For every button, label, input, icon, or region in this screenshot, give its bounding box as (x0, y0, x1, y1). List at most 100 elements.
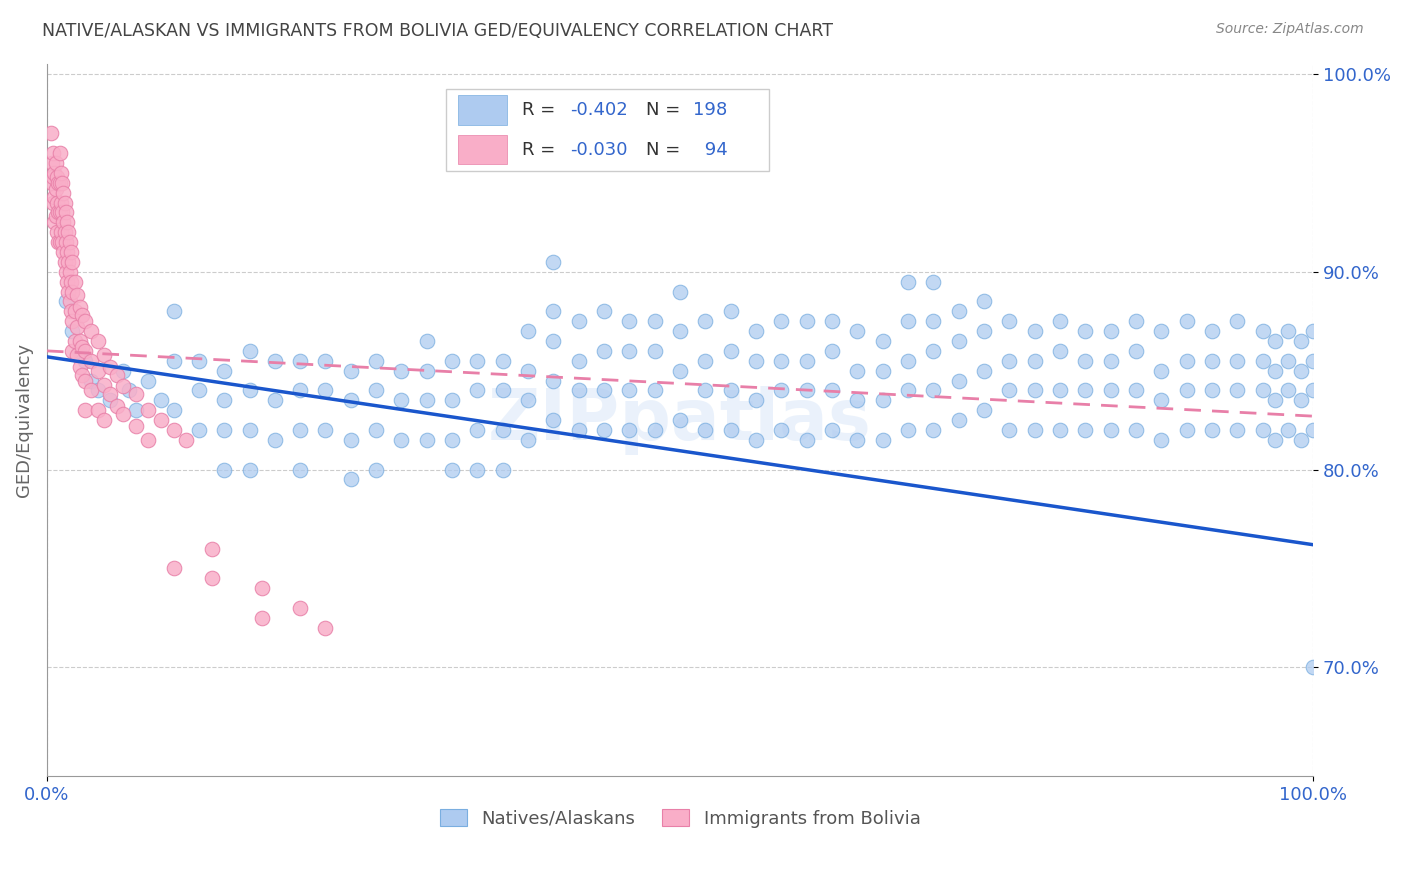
Point (391, 364, 413, 378)
Point (340, 364, 363, 378)
Point (948, 334, 970, 348)
Point (250, 581, 273, 595)
Point (1150, 324, 1173, 338)
Point (998, 314, 1021, 328)
Point (86, 364, 108, 378)
Point (441, 462, 464, 476)
Point (1049, 384, 1071, 398)
Point (174, 433, 197, 447)
Point (52, 215, 75, 229)
Point (55, 294, 77, 309)
Point (796, 384, 818, 398)
Point (60, 314, 83, 328)
Point (821, 423, 844, 437)
Point (187, 423, 209, 437)
Point (315, 384, 337, 398)
Point (922, 384, 945, 398)
Point (467, 384, 489, 398)
Point (98, 359, 121, 374)
Point (124, 419, 146, 434)
Point (46, 169, 69, 184)
Point (517, 433, 540, 447)
Point (55, 235, 77, 249)
Point (846, 324, 869, 338)
Point (1201, 384, 1223, 398)
Point (263, 353, 285, 368)
Point (593, 343, 616, 358)
Point (49, 225, 72, 239)
Point (105, 368, 128, 382)
Text: N =: N = (645, 141, 686, 159)
Point (66, 320, 89, 334)
Point (238, 384, 260, 398)
Point (105, 399, 128, 413)
Point (1150, 433, 1173, 447)
Point (948, 374, 970, 388)
Point (55, 265, 77, 279)
Point (51, 205, 73, 219)
Point (149, 393, 172, 408)
Legend: Natives/Alaskans, Immigrants from Bolivia: Natives/Alaskans, Immigrants from Bolivi… (433, 802, 928, 835)
Point (67, 343, 90, 358)
Point (973, 403, 995, 417)
Point (1251, 423, 1274, 437)
Point (73, 343, 96, 358)
Point (669, 413, 692, 427)
Point (1024, 423, 1046, 437)
Point (46, 225, 69, 239)
Point (1277, 353, 1299, 368)
Point (568, 314, 591, 328)
Point (1024, 384, 1046, 398)
Point (124, 403, 146, 417)
Point (517, 393, 540, 408)
Point (53, 195, 76, 210)
Point (568, 384, 591, 398)
Point (1099, 423, 1122, 437)
Point (51, 235, 73, 249)
Point (1264, 433, 1286, 447)
Point (1125, 343, 1147, 358)
Point (187, 353, 209, 368)
Text: -0.402: -0.402 (569, 102, 627, 120)
Point (770, 384, 793, 398)
Point (73, 403, 96, 417)
Point (60, 255, 83, 269)
Point (1264, 334, 1286, 348)
Point (1277, 423, 1299, 437)
Point (669, 364, 692, 378)
Point (1289, 393, 1312, 408)
Point (846, 364, 869, 378)
Point (1074, 384, 1097, 398)
Point (1175, 384, 1198, 398)
Point (1175, 423, 1198, 437)
Point (492, 353, 515, 368)
Point (124, 387, 146, 401)
Point (517, 364, 540, 378)
Text: NATIVE/ALASKAN VS IMMIGRANTS FROM BOLIVIA GED/EQUIVALENCY CORRELATION CHART: NATIVE/ALASKAN VS IMMIGRANTS FROM BOLIVI… (42, 22, 834, 40)
Point (1226, 423, 1249, 437)
Point (1289, 364, 1312, 378)
Point (42, 169, 65, 184)
Point (41, 176, 63, 190)
Point (492, 423, 515, 437)
Point (162, 304, 184, 318)
Point (1226, 384, 1249, 398)
Point (288, 462, 311, 476)
Point (517, 324, 540, 338)
Point (56, 275, 79, 289)
Point (63, 334, 86, 348)
Point (1302, 353, 1324, 368)
Point (1150, 364, 1173, 378)
Point (1049, 343, 1071, 358)
Point (1277, 384, 1299, 398)
Point (48, 146, 70, 161)
Point (1099, 384, 1122, 398)
Point (288, 353, 311, 368)
Point (45, 156, 67, 170)
Point (366, 423, 388, 437)
Point (441, 353, 464, 368)
Point (46, 195, 69, 210)
Point (59, 235, 82, 249)
Point (59, 294, 82, 309)
Point (897, 353, 920, 368)
